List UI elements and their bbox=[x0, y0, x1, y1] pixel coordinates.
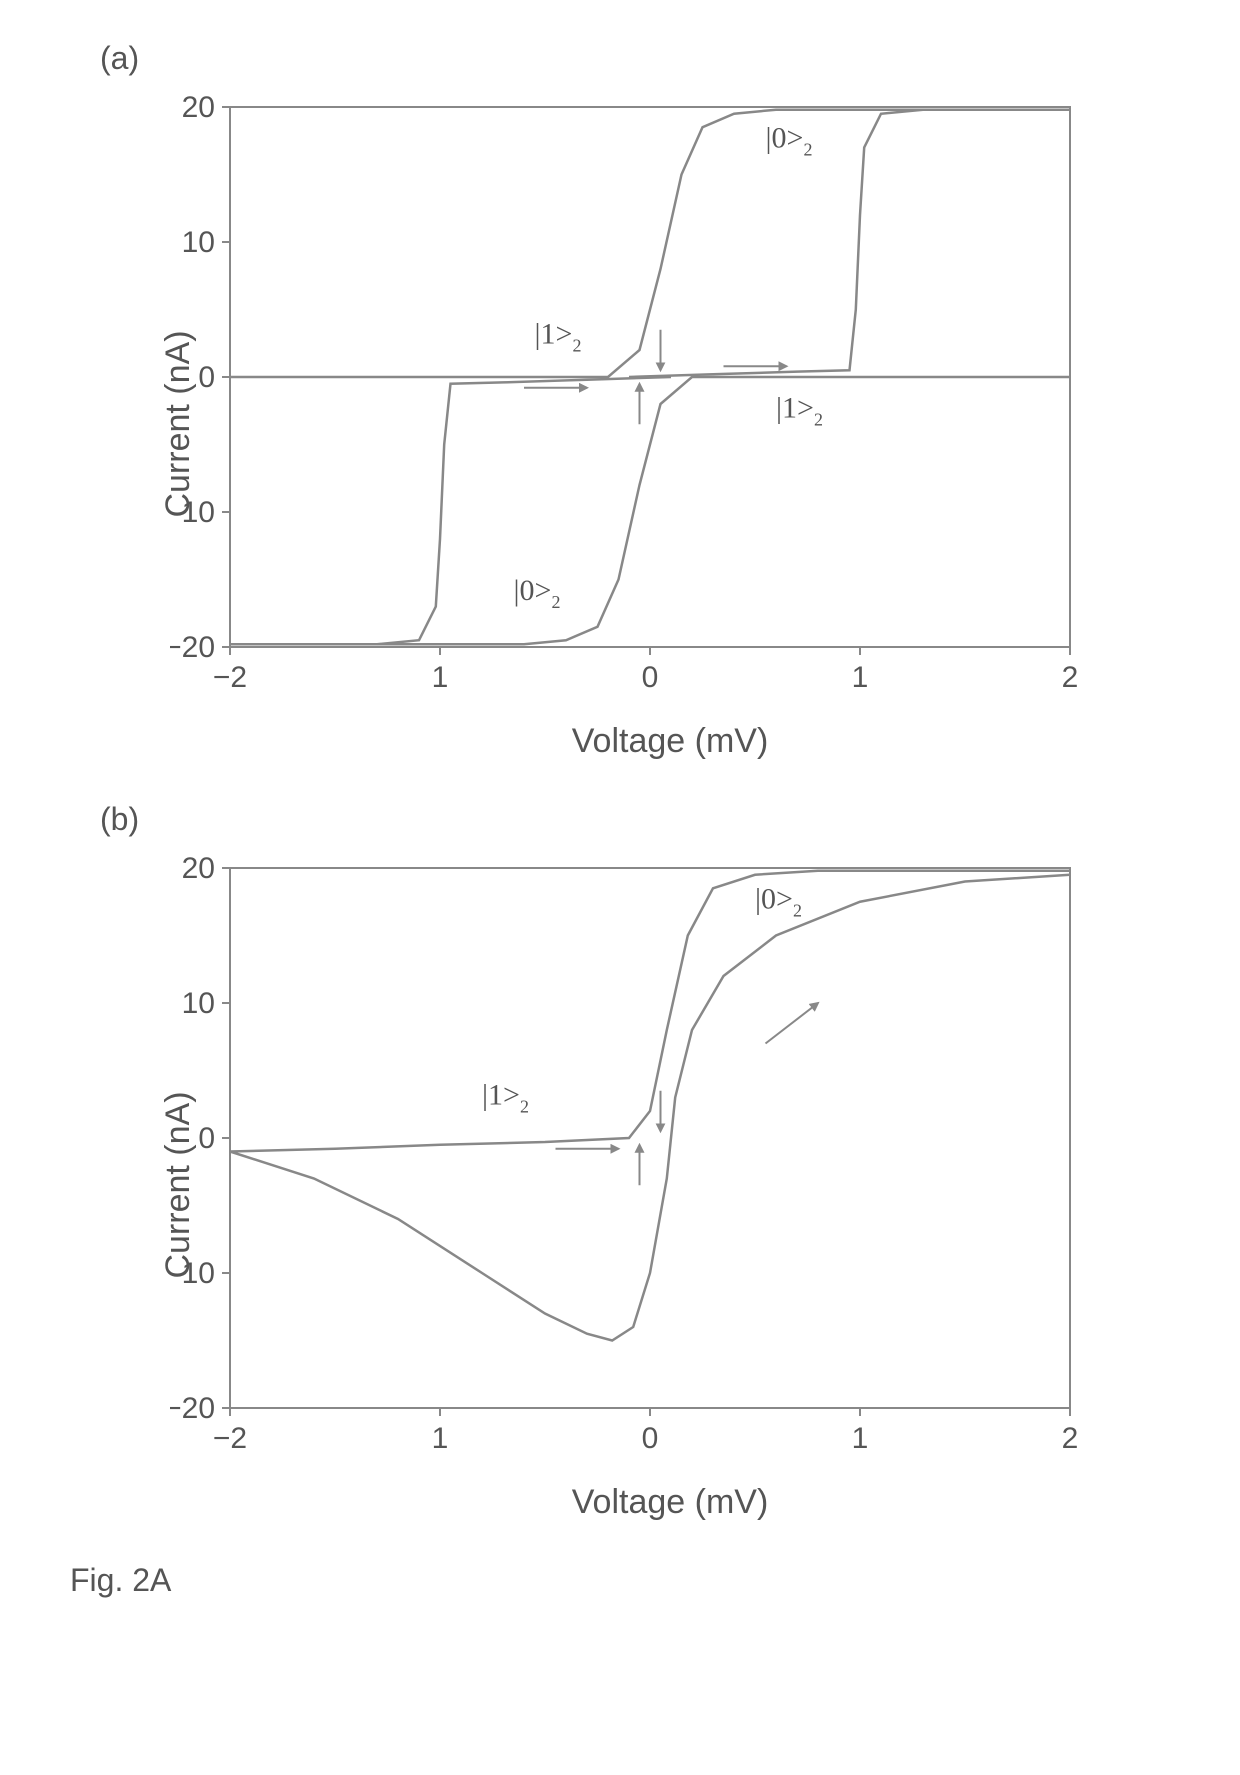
panel-a-label: (a) bbox=[100, 40, 1170, 77]
svg-text:2: 2 bbox=[1062, 661, 1079, 694]
chart-a-xlabel: Voltage (mV) bbox=[170, 722, 1170, 761]
svg-text:0: 0 bbox=[198, 1122, 215, 1155]
svg-text:−20: −20 bbox=[170, 1392, 215, 1425]
figure-caption: Fig. 2A bbox=[70, 1562, 1170, 1599]
chart-a: Current (nA) −21012−201001020|0>2|1>2|1>… bbox=[170, 87, 1170, 761]
chart-b-svg: −21012−201001020|0>2|1>2 bbox=[170, 848, 1090, 1468]
svg-text:2: 2 bbox=[1062, 1422, 1079, 1455]
svg-text:1: 1 bbox=[432, 661, 449, 694]
svg-text:0: 0 bbox=[642, 661, 659, 694]
chart-a-svg: −21012−201001020|0>2|1>2|1>2|0>2 bbox=[170, 87, 1090, 707]
svg-text:20: 20 bbox=[182, 91, 215, 124]
panel-b-label: (b) bbox=[100, 801, 1170, 838]
chart-b-ylabel: Current (nA) bbox=[159, 1091, 198, 1278]
svg-text:0: 0 bbox=[198, 361, 215, 394]
svg-text:1: 1 bbox=[852, 1422, 869, 1455]
chart-b-xlabel: Voltage (mV) bbox=[170, 1483, 1170, 1522]
svg-text:10: 10 bbox=[182, 226, 215, 259]
chart-a-ylabel: Current (nA) bbox=[159, 330, 198, 517]
svg-text:1: 1 bbox=[852, 661, 869, 694]
svg-text:1: 1 bbox=[432, 1422, 449, 1455]
svg-text:20: 20 bbox=[182, 852, 215, 885]
svg-text:10: 10 bbox=[182, 987, 215, 1020]
svg-text:0: 0 bbox=[642, 1422, 659, 1455]
chart-b: Current (nA) −21012−201001020|0>2|1>2 Vo… bbox=[170, 848, 1170, 1522]
svg-text:−2: −2 bbox=[213, 1422, 247, 1455]
svg-text:−2: −2 bbox=[213, 661, 247, 694]
figure-container: (a) Current (nA) −21012−201001020|0>2|1>… bbox=[70, 40, 1170, 1599]
svg-text:−20: −20 bbox=[170, 631, 215, 664]
